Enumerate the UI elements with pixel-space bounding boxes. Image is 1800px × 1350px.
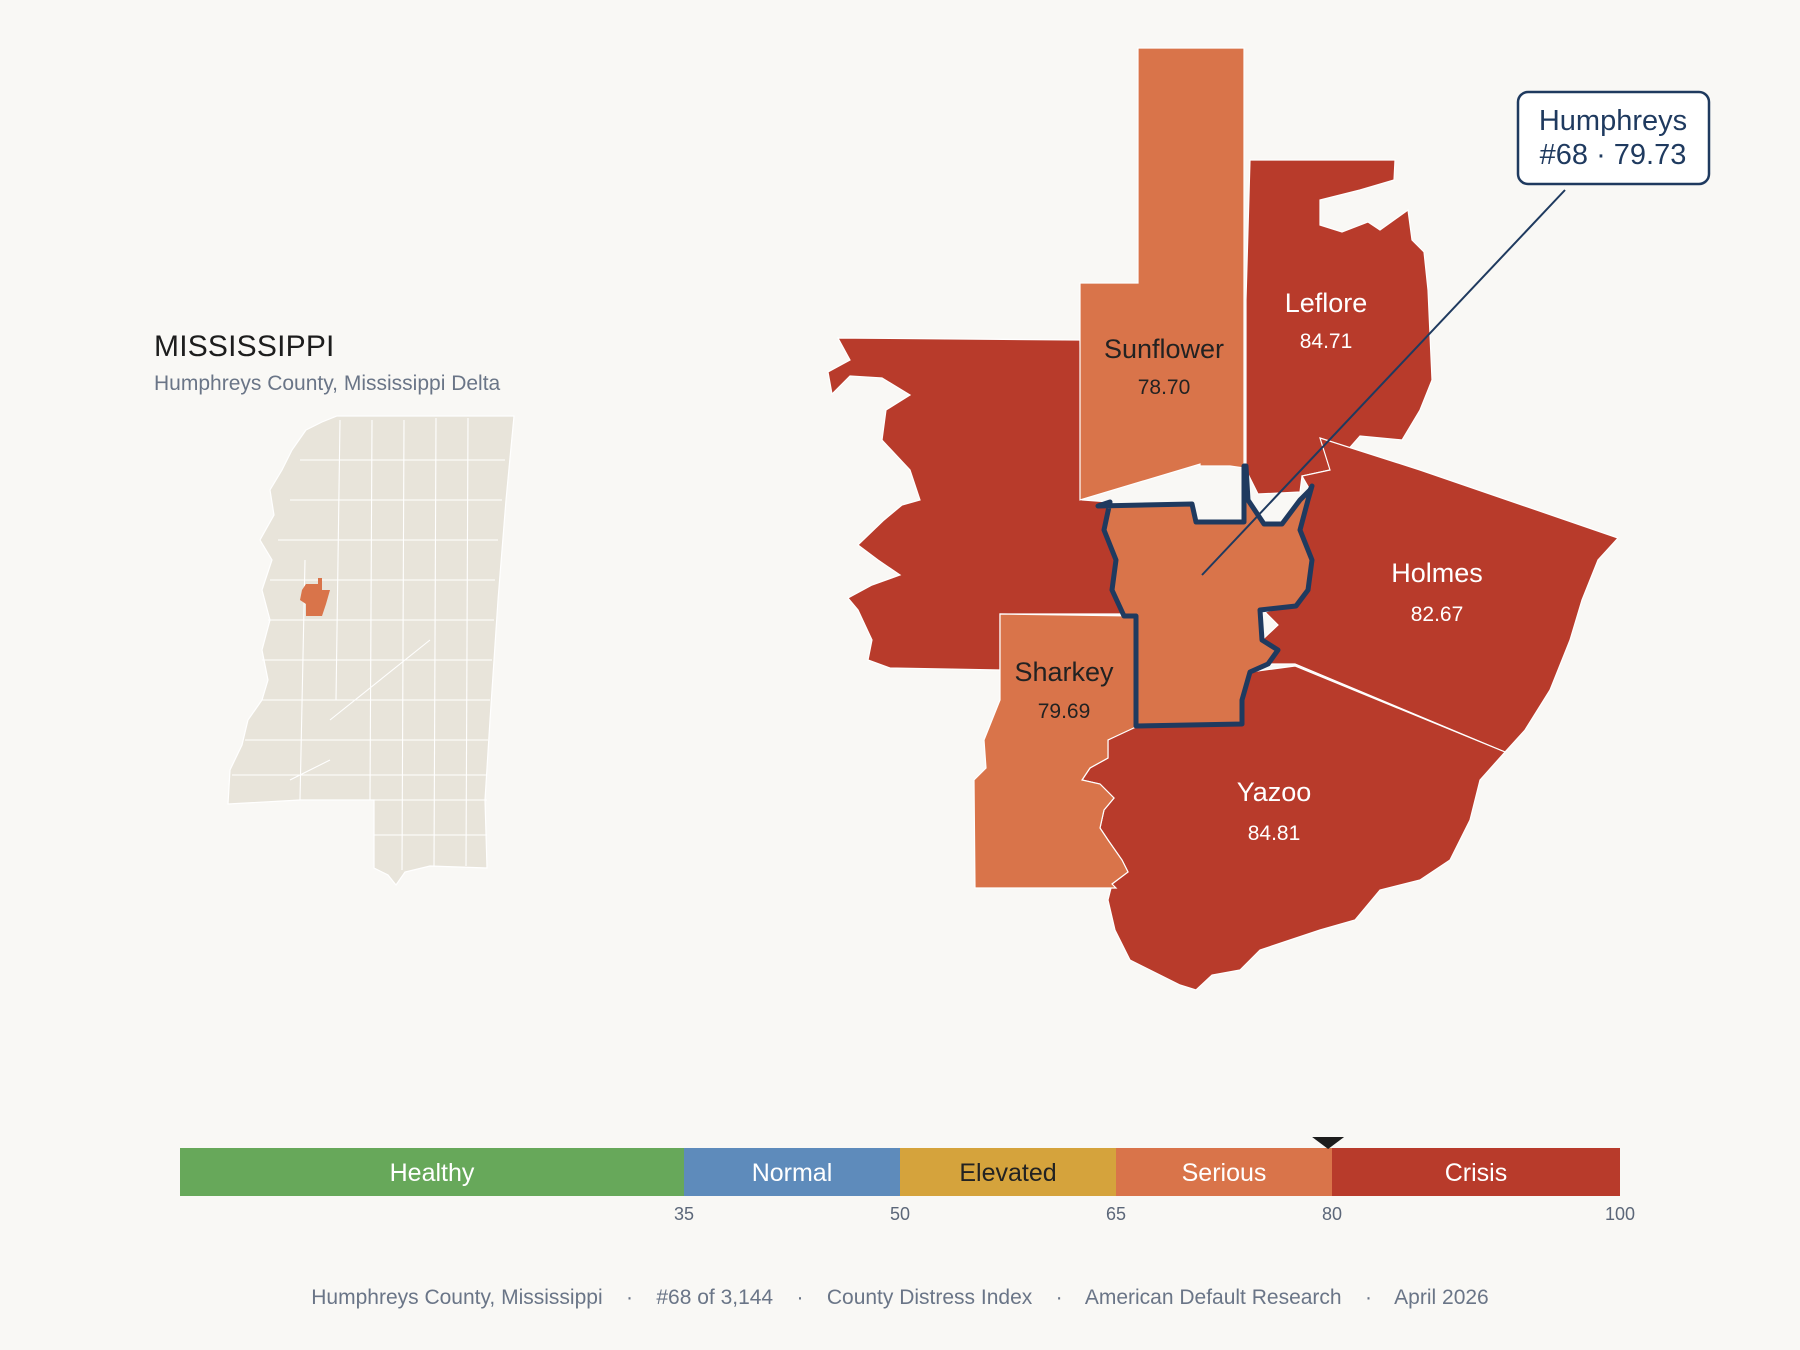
label-sharkey-name: Sharkey bbox=[1014, 657, 1114, 687]
county-leflore[interactable] bbox=[1245, 159, 1433, 495]
county-map bbox=[827, 47, 1620, 991]
legend-band-label-normal: Normal bbox=[752, 1159, 833, 1187]
inset-state-map bbox=[227, 415, 515, 887]
county-sunflower[interactable] bbox=[1079, 47, 1245, 501]
footer-space-5 bbox=[1063, 1286, 1081, 1309]
county-labels: Sunflower 78.70 Leflore 84.71 Holmes 82.… bbox=[1014, 288, 1482, 845]
callout-rank-score: #68 · 79.73 bbox=[1540, 139, 1687, 171]
inset-humphreys-highlight bbox=[300, 578, 330, 616]
legend-band-label-elevated: Elevated bbox=[959, 1159, 1056, 1187]
footer-caption: Humphreys County, Mississippi · #68 of 3… bbox=[0, 1286, 1800, 1310]
legend-band-label-healthy: Healthy bbox=[390, 1159, 475, 1187]
legend-band-label-crisis: Crisis bbox=[1445, 1159, 1508, 1187]
humphreys-callout: Humphreys #68 · 79.73 bbox=[1201, 90, 1711, 576]
label-yazoo-score: 84.81 bbox=[1248, 822, 1301, 845]
inset-state-title: MISSISSIPPI bbox=[154, 330, 335, 363]
label-leflore-name: Leflore bbox=[1285, 288, 1368, 318]
legend-marker-triangle bbox=[1312, 1137, 1345, 1149]
legend-tick-100: 100 bbox=[1605, 1204, 1635, 1224]
label-sunflower-name: Sunflower bbox=[1104, 334, 1224, 364]
footer-space-6 bbox=[1347, 1286, 1365, 1309]
label-sharkey-score: 79.69 bbox=[1038, 700, 1091, 723]
legend-band-healthy bbox=[180, 1148, 684, 1196]
label-sunflower-score: 78.70 bbox=[1138, 376, 1191, 399]
legend-band-label-serious: Serious bbox=[1182, 1159, 1267, 1187]
legend-band-serious bbox=[1116, 1148, 1332, 1196]
footer-sep-1 bbox=[608, 1286, 626, 1309]
legend-tick-35: 35 bbox=[674, 1204, 694, 1224]
footer-publisher: American Default Research bbox=[1084, 1286, 1342, 1309]
footer-index: County Distress Index bbox=[826, 1286, 1033, 1309]
legend-tick-80: 80 bbox=[1322, 1204, 1342, 1224]
footer-space-1 bbox=[633, 1286, 651, 1309]
label-holmes-name: Holmes bbox=[1391, 558, 1483, 588]
footer-sep-4-dot: · bbox=[1364, 1286, 1372, 1309]
legend-scale: Healthy Normal Elevated Serious Crisis 35 50 65… bbox=[180, 1137, 1635, 1224]
label-holmes-score: 82.67 bbox=[1411, 603, 1464, 626]
legend-band-elevated bbox=[900, 1148, 1116, 1196]
legend-tick-50: 50 bbox=[890, 1204, 910, 1224]
footer-rank: #68 of 3,144 bbox=[656, 1286, 774, 1309]
footer-date: April 2026 bbox=[1394, 1286, 1489, 1309]
label-leflore-score: 84.71 bbox=[1300, 330, 1353, 353]
footer-county: Humphreys County, Mississippi bbox=[311, 1286, 603, 1309]
footer-space-3 bbox=[803, 1286, 821, 1309]
footer-space-2 bbox=[779, 1286, 797, 1309]
callout-leader-line bbox=[1201, 189, 1566, 576]
callout-box bbox=[1516, 90, 1711, 186]
footer-sep-1-dot: · bbox=[625, 1286, 633, 1309]
footer-sep-3-dot: · bbox=[1055, 1286, 1063, 1309]
footer-space-7 bbox=[1372, 1286, 1390, 1309]
county-humphreys[interactable] bbox=[1095, 463, 1315, 729]
inset-county-grid bbox=[232, 417, 505, 871]
inset-subtitle: Humphreys County, Mississippi Delta bbox=[154, 372, 501, 395]
legend-tick-65: 65 bbox=[1106, 1204, 1126, 1224]
county-sharkey[interactable] bbox=[973, 613, 1139, 889]
footer-space-4 bbox=[1038, 1286, 1056, 1309]
legend-band-normal bbox=[684, 1148, 900, 1196]
label-yazoo-name: Yazoo bbox=[1237, 777, 1312, 807]
footer-sep-2-dot: · bbox=[796, 1286, 804, 1309]
callout-county-name: Humphreys bbox=[1539, 105, 1687, 137]
legend-band-crisis bbox=[1332, 1148, 1620, 1196]
